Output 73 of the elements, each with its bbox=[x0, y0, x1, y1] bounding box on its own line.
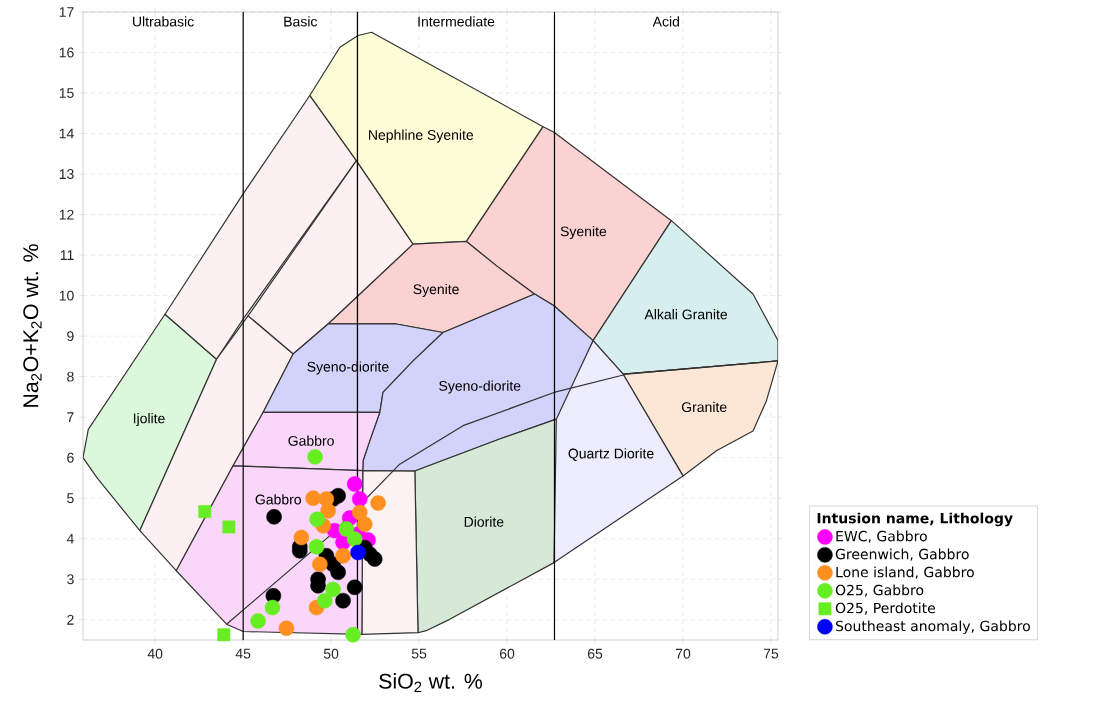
x-tick-label: 65 bbox=[587, 648, 603, 659]
point bbox=[320, 503, 336, 519]
legend-label: Greenwich, Gabbro bbox=[835, 548, 969, 561]
point bbox=[305, 490, 321, 506]
x-tick-label: 45 bbox=[235, 648, 251, 659]
legend-title: Intusion name, Lithology bbox=[817, 512, 1013, 527]
series-label: Syenite bbox=[560, 226, 607, 240]
y-tick-label: 13 bbox=[59, 169, 74, 180]
point bbox=[330, 564, 346, 581]
point bbox=[352, 491, 368, 507]
series-label: Syeno-diorite bbox=[439, 380, 521, 394]
series-label: Nephline Syenite bbox=[369, 129, 474, 143]
y-tick-label: 8 bbox=[67, 371, 74, 382]
point bbox=[308, 539, 325, 555]
point bbox=[309, 511, 325, 527]
y-axis-title: Na$_{2}$O+K$_{2}$O wt. % bbox=[23, 244, 42, 407]
x-tick-label: 75 bbox=[763, 648, 779, 659]
x-tick-label: 40 bbox=[147, 648, 163, 659]
point bbox=[346, 476, 363, 492]
point bbox=[370, 495, 386, 511]
y-tick-label: 7 bbox=[67, 412, 74, 422]
y-tick-label: 17 bbox=[59, 7, 74, 17]
series-label: Gabbro bbox=[255, 494, 302, 505]
y-tick-label: 10 bbox=[59, 290, 74, 301]
point bbox=[317, 592, 333, 609]
legend-label: Lone island, Gabbro bbox=[836, 566, 974, 579]
legend-label: O25, Perdotite bbox=[835, 602, 936, 615]
series-label: Syenite bbox=[413, 283, 459, 297]
legend-label: O25, Gabbro bbox=[835, 584, 924, 597]
legend-label: Southeast anomaly, Gabbro bbox=[835, 620, 1030, 634]
point bbox=[264, 599, 281, 616]
y-tick-label: 14 bbox=[59, 128, 74, 139]
x-tick-label: 50 bbox=[323, 648, 339, 659]
point bbox=[356, 516, 373, 532]
point bbox=[312, 556, 328, 572]
annotation: Acid bbox=[652, 16, 679, 27]
y-tick-label: 6 bbox=[67, 452, 74, 463]
series-label: Gabbro bbox=[288, 435, 334, 446]
point bbox=[325, 581, 341, 598]
point bbox=[217, 628, 231, 642]
series-label: Ijolite bbox=[133, 413, 165, 427]
x-axis-title: SiO$_{2}$ wt. % bbox=[379, 673, 483, 693]
y-tick-label: 9 bbox=[67, 331, 74, 342]
y-tick-label: 11 bbox=[60, 250, 74, 260]
x-tick-label: 60 bbox=[499, 648, 515, 659]
point bbox=[346, 579, 363, 596]
y-tick-label: 16 bbox=[59, 47, 74, 58]
point bbox=[350, 544, 366, 561]
point bbox=[346, 531, 363, 547]
y-tick-label: 2 bbox=[67, 614, 74, 625]
annotation: Ultrabasic bbox=[133, 16, 194, 27]
y-tick-label: 5 bbox=[67, 493, 74, 504]
series-label: Granite bbox=[681, 401, 727, 413]
point bbox=[345, 627, 361, 643]
annotation: Basic bbox=[284, 16, 318, 27]
point bbox=[335, 592, 351, 609]
y-tick-label: 15 bbox=[59, 88, 74, 98]
series-label: Alkali Granite bbox=[644, 309, 728, 320]
x-tick-label: 70 bbox=[675, 648, 691, 659]
series-label: Quartz Diorite bbox=[568, 448, 654, 461]
legend-label: EWC, Gabbro bbox=[836, 530, 927, 543]
annotation: Intermediate bbox=[418, 16, 495, 27]
y-tick-label: 4 bbox=[66, 533, 74, 544]
x-tick-label: 55 bbox=[411, 648, 427, 659]
point bbox=[293, 529, 310, 546]
point bbox=[335, 547, 351, 564]
y-tick-label: 3 bbox=[67, 574, 74, 585]
y-tick-label: 12 bbox=[59, 209, 74, 220]
point bbox=[278, 620, 295, 636]
series-label: Diorite bbox=[464, 516, 504, 527]
point bbox=[307, 449, 323, 465]
point bbox=[250, 613, 266, 629]
point bbox=[338, 521, 355, 537]
